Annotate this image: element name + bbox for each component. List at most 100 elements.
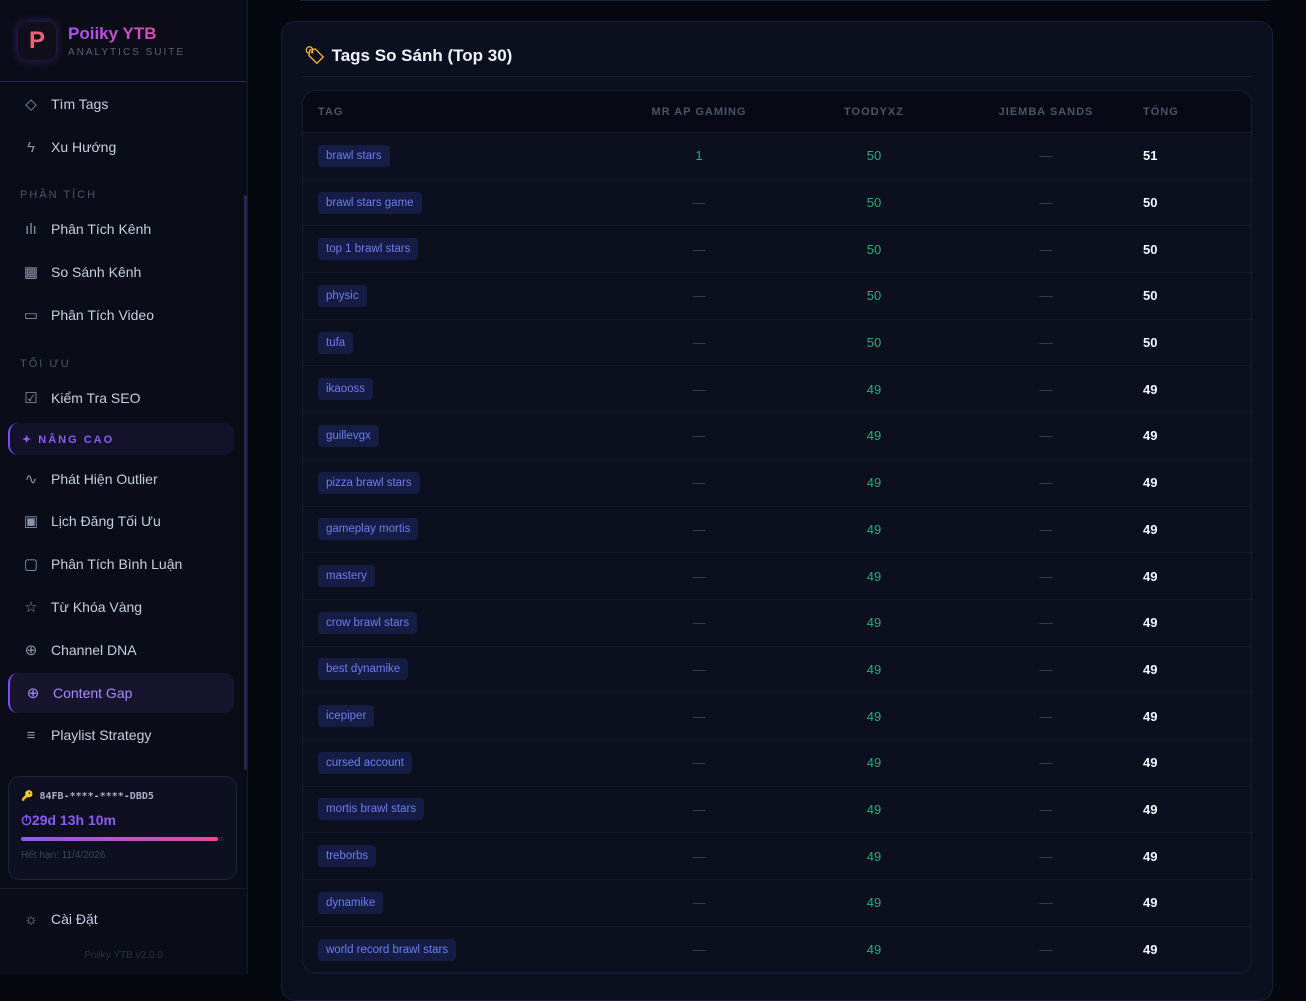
license-key: 84FB-****-****-DBD5 <box>39 791 154 802</box>
table-header: TAG MR AP GAMING TOODYXZ JIEMBA SANDS TỔNG <box>303 91 1251 133</box>
column-header[interactable]: MR AP GAMING <box>651 105 747 118</box>
value-cell: — <box>1039 521 1053 537</box>
value-cell: — <box>692 942 706 958</box>
tag-pill[interactable]: brawl stars game <box>318 191 422 214</box>
tag-pill[interactable]: brawl stars <box>318 144 390 167</box>
message-icon: ▢ <box>23 556 39 573</box>
value-cell: — <box>1039 288 1053 304</box>
value-cell: 49 <box>1143 661 1158 677</box>
sidebar-item-xu-hướng[interactable]: ϟ Xu Hướng <box>8 127 234 167</box>
value-cell: 49 <box>866 661 882 677</box>
value-cell: — <box>1039 241 1053 257</box>
tag-pill[interactable]: mastery <box>318 565 375 588</box>
tags-table: TAG MR AP GAMING TOODYXZ JIEMBA SANDS TỔNG b… <box>302 90 1252 975</box>
key-icon: 🔑 <box>21 791 34 802</box>
activity-icon: ∿ <box>24 471 38 488</box>
tag-pill[interactable]: physic <box>318 284 367 307</box>
value-cell: 49 <box>1143 615 1158 631</box>
tag-pill[interactable]: tufa <box>318 331 354 354</box>
sidebar-item-label: Từ Khóa Vàng <box>51 599 143 615</box>
value-cell: — <box>692 381 706 397</box>
column-header[interactable]: TỔNG <box>1143 105 1179 118</box>
column-header[interactable]: JIEMBA SANDS <box>998 105 1094 118</box>
value-cell: 49 <box>1143 381 1158 397</box>
sidebar-item-content-gap[interactable]: ⊕ Content Gap <box>8 673 234 713</box>
value-cell: — <box>692 428 706 444</box>
section-advanced[interactable]: ✦ NÂNG CAO <box>8 423 234 455</box>
bar-chart-icon: ılı <box>25 220 37 238</box>
tag-pill[interactable]: pizza brawl stars <box>318 471 420 494</box>
table-row: crow brawl stars — 49 — 49 <box>303 600 1251 647</box>
value-cell: — <box>692 848 706 864</box>
table-row: guillevgx — 49 — 49 <box>303 413 1251 460</box>
star-icon: ☆ <box>24 599 38 616</box>
sidebar-item-phân-tích-video[interactable]: ▭ Phân Tích Video <box>8 295 234 335</box>
value-cell: — <box>1039 848 1053 864</box>
video-icon: ▭ <box>23 307 39 324</box>
card-title: 🏷 Tags So Sánh (Top 30) <box>304 46 513 65</box>
sidebar-item-settings[interactable]: ☼ Cài Đặt <box>8 899 234 939</box>
value-cell: — <box>692 521 706 537</box>
sidebar-scrollbar[interactable] <box>244 195 247 770</box>
tag-pill[interactable]: icepiper <box>318 705 375 728</box>
value-cell: — <box>692 568 706 584</box>
table-row: brawl stars game — 50 — 50 <box>303 180 1251 227</box>
value-cell: 50 <box>1143 195 1158 211</box>
tag-pill[interactable]: ikaooss <box>318 378 373 401</box>
column-header[interactable]: TAG <box>318 105 344 118</box>
license-expiry: Hết hạn: 11/4/2026 <box>21 850 106 861</box>
value-cell: — <box>1039 755 1053 771</box>
tag-pill[interactable]: cursed account <box>318 751 412 774</box>
table-row: top 1 brawl stars — 50 — 50 <box>303 226 1251 274</box>
sidebar-item-label: Content Gap <box>53 685 133 701</box>
globe-icon: ⊕ <box>24 642 38 659</box>
sidebar-item-channel-dna[interactable]: ⊕ Channel DNA <box>8 630 234 670</box>
tag-pill[interactable]: world record brawl stars <box>318 938 457 961</box>
tag-icon: ◇ <box>25 96 37 113</box>
sidebar-item-label: Phát Hiện Outlier <box>51 471 158 487</box>
tag-pill[interactable]: dynamike <box>318 891 384 914</box>
section-analysis: PHÂN TÍCH <box>20 189 98 201</box>
tag-pill[interactable]: treborbs <box>318 845 377 868</box>
value-cell: — <box>1039 195 1053 211</box>
table-row: brawl stars 1 50 — 51 <box>303 133 1251 180</box>
value-cell: — <box>1039 428 1053 444</box>
sidebar-item-label: Xu Hướng <box>51 139 117 155</box>
value-cell: 49 <box>1143 942 1158 958</box>
sidebar-item-phân-tích-bình-luận[interactable]: ▢ Phân Tích Bình Luận <box>8 544 234 584</box>
license-card: 🔑 84FB-****-****-DBD5 ⏱29d 13h 10m Hết h… <box>8 776 237 880</box>
sidebar-item-playlist-strategy[interactable]: ≡ Playlist Strategy <box>8 715 234 755</box>
table-row: treborbs — 49 — 49 <box>303 833 1251 880</box>
sidebar-item-từ-khóa-vàng[interactable]: ☆ Từ Khóa Vàng <box>8 587 234 627</box>
tags-compare-card: 🏷 Tags So Sánh (Top 30) TAG MR AP GAMING TO… <box>281 21 1273 1001</box>
sidebar-item-tìm-tags[interactable]: ◇ Tìm Tags <box>8 84 234 124</box>
sidebar-item-so-sánh-kênh[interactable]: ▦ So Sánh Kênh <box>8 252 234 292</box>
sidebar-item-label: Phân Tích Bình Luận <box>51 556 183 572</box>
value-cell: 49 <box>1143 801 1158 817</box>
value-cell: 49 <box>866 615 882 631</box>
value-cell: 49 <box>1143 848 1158 864</box>
gear-icon: ☼ <box>24 910 38 928</box>
tag-pill[interactable]: top 1 brawl stars <box>318 238 419 261</box>
value-cell: — <box>1039 661 1053 677</box>
value-cell: — <box>1039 148 1053 164</box>
value-cell: 50 <box>1143 241 1158 257</box>
value-cell: 49 <box>1143 475 1158 491</box>
value-cell: — <box>692 708 706 724</box>
sidebar-item-lịch-đăng-tối-ưu[interactable]: ▣ Lịch Đăng Tối Ưu <box>8 501 234 541</box>
tag-pill[interactable]: gameplay mortis <box>318 518 419 541</box>
tag-pill[interactable]: crow brawl stars <box>318 611 418 634</box>
tag-pill[interactable]: guillevgx <box>318 424 379 447</box>
sidebar-item-kiểm-tra-seo[interactable]: ☑ Kiểm Tra SEO <box>8 378 234 418</box>
column-header[interactable]: TOODYXZ <box>844 105 904 118</box>
value-cell: 49 <box>866 708 882 724</box>
table-row: world record brawl stars — 49 — 49 <box>303 927 1251 974</box>
sidebar-item-phân-tích-kênh[interactable]: ılı Phân Tích Kênh <box>8 209 234 249</box>
calendar-icon: ▣ <box>23 513 39 530</box>
value-cell: 49 <box>866 755 882 771</box>
tag-pill[interactable]: mortis brawl stars <box>318 798 425 821</box>
value-cell: 49 <box>866 895 882 911</box>
sidebar-item-phát-hiện-outlier[interactable]: ∿ Phát Hiện Outlier <box>8 459 234 499</box>
plus-circle-icon: ⊕ <box>26 685 40 702</box>
tag-pill[interactable]: best dynamike <box>318 658 409 681</box>
